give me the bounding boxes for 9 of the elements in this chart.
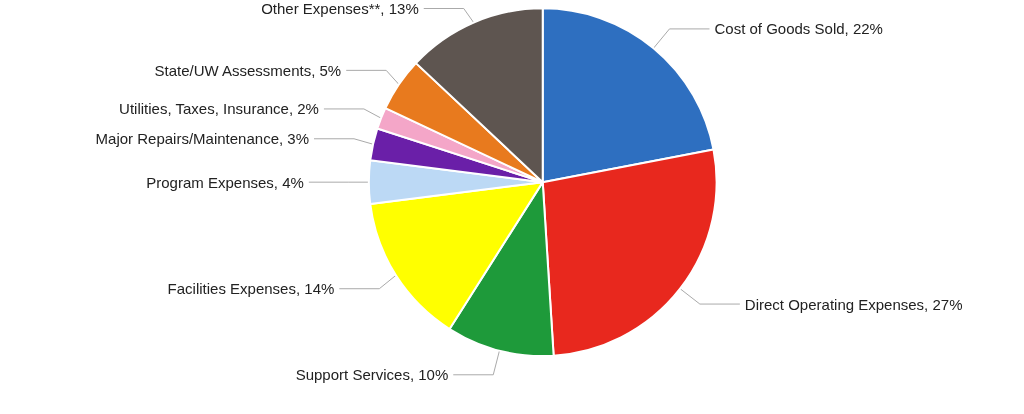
slice-label: State/UW Assessments, 5% <box>154 61 342 79</box>
slice-label: Other Expenses**, 13% <box>261 0 419 17</box>
slice-label: Direct Operating Expenses, 27% <box>744 295 963 313</box>
slice-label: Utilities, Taxes, Insurance, 2% <box>119 100 319 118</box>
slice-label: Program Expenses, 4% <box>146 173 304 191</box>
slice-label: Cost of Goods Sold, 22% <box>714 20 883 38</box>
slice-label: Support Services, 10% <box>295 366 449 384</box>
slice-label: Facilities Expenses, 14% <box>167 280 335 298</box>
slice-label: Major Repairs/Maintenance, 3% <box>95 130 310 148</box>
